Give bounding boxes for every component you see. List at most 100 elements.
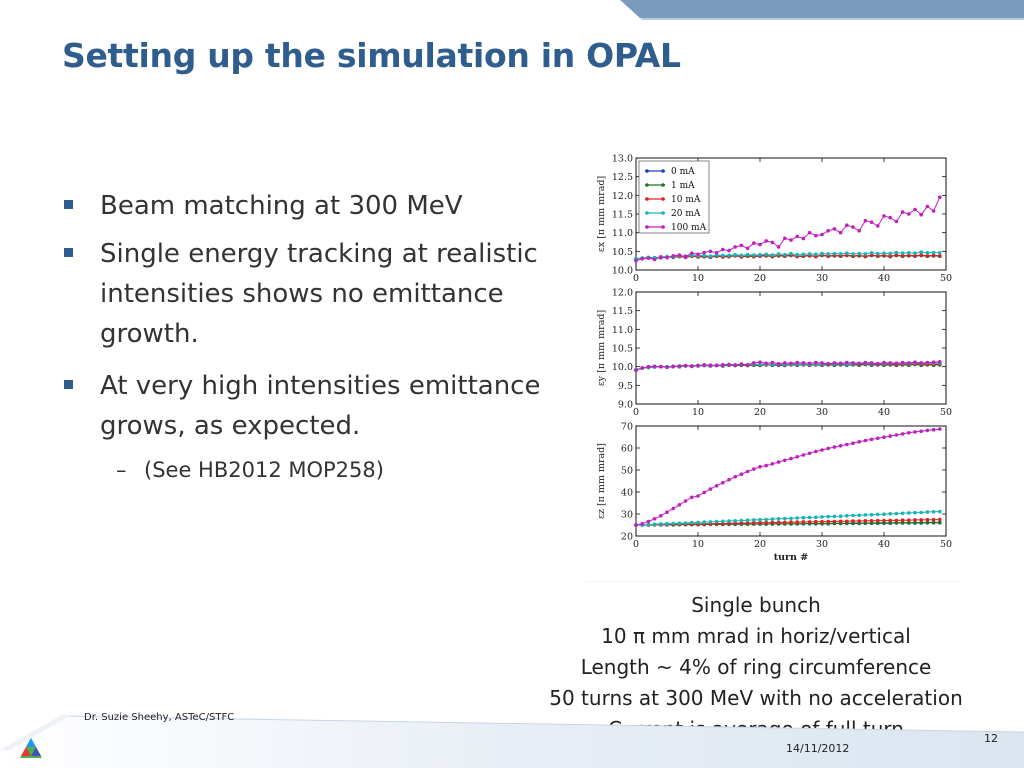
data-point (671, 521, 675, 526)
y-tick-label: 11.0 (612, 325, 633, 336)
data-point (826, 514, 830, 519)
data-point (677, 364, 682, 368)
y-tick-label: 11.5 (612, 306, 633, 317)
data-point (863, 360, 868, 365)
data-point (863, 218, 868, 223)
data-point (652, 257, 657, 262)
data-point (795, 520, 799, 524)
data-point (801, 520, 806, 524)
data-point (708, 249, 713, 254)
data-point (652, 517, 657, 521)
data-point (826, 519, 830, 524)
data-point (925, 520, 930, 525)
data-point (634, 258, 638, 263)
data-point (814, 360, 818, 365)
legend-swatch-marker (661, 225, 665, 229)
data-point (913, 254, 917, 258)
data-point (659, 514, 663, 518)
legend-swatch-marker (645, 211, 649, 215)
data-point (665, 521, 669, 526)
data-point (671, 254, 675, 258)
data-point (882, 512, 886, 516)
legend-label: 20 mA (671, 209, 701, 219)
data-point (807, 451, 812, 456)
data-point (776, 361, 781, 366)
data-point (876, 436, 880, 441)
emittance-z-chart: 20 30 40 50 60 70 0 10 20 30 40 50 εz [π mm mrad] tur… (596, 422, 952, 564)
data-point (907, 511, 911, 515)
footer-date: 14/11/2012 (786, 742, 850, 755)
data-point (888, 251, 892, 256)
data-point (838, 252, 843, 256)
data-point (789, 456, 793, 461)
data-point (869, 361, 874, 365)
y-tick-label: 12.5 (612, 172, 633, 183)
data-point (721, 519, 725, 524)
data-point (721, 363, 725, 367)
data-point (931, 427, 936, 432)
data-point (832, 519, 837, 524)
data-point (634, 368, 638, 373)
data-point (869, 512, 874, 517)
data-point (919, 520, 923, 525)
data-point (702, 520, 706, 524)
data-point (857, 519, 861, 523)
y-tick-label: 12.0 (612, 191, 633, 202)
bullet-text: At very high intensities emittance grows… (100, 371, 541, 441)
data-point (888, 518, 892, 523)
data-point (640, 257, 644, 261)
data-point (919, 253, 923, 257)
data-point (739, 472, 744, 477)
footer-decorative-band (0, 715, 1024, 768)
x-tick-label: 20 (754, 273, 766, 284)
series-20-ma (634, 509, 942, 527)
data-point (838, 514, 843, 518)
series-100-ma (634, 195, 942, 263)
data-point (925, 517, 930, 522)
data-point (665, 365, 669, 370)
data-point (900, 360, 905, 365)
data-point (826, 229, 830, 233)
data-point (758, 464, 762, 469)
data-point (702, 253, 706, 258)
legend-swatch-marker (645, 225, 649, 229)
data-point (770, 253, 775, 257)
series-100-ma (634, 427, 942, 527)
data-point (789, 238, 793, 242)
data-point (851, 519, 855, 523)
data-point (907, 251, 911, 255)
data-point (671, 506, 675, 511)
x-tick-label: 30 (816, 539, 828, 550)
bullet-text: Beam matching at 300 MeV (100, 191, 463, 221)
data-point (770, 517, 775, 521)
data-point (838, 230, 843, 235)
data-point (752, 521, 756, 525)
data-point (807, 520, 812, 524)
data-point (714, 251, 719, 255)
data-point (888, 512, 892, 516)
data-point (776, 460, 781, 464)
data-point (845, 442, 849, 447)
data-point (795, 252, 799, 257)
data-point (888, 254, 892, 258)
data-point (801, 453, 806, 457)
data-point (733, 519, 737, 523)
emittance-x-chart: 10.0 10.5 11.0 11.5 12.0 12.5 13.0 0 10 20 30 40 50 ε… (596, 154, 952, 285)
data-point (894, 250, 899, 255)
data-point (876, 361, 880, 366)
data-point (931, 250, 936, 255)
data-point (764, 463, 768, 468)
data-point (677, 521, 682, 525)
data-point (721, 253, 725, 258)
data-point (758, 360, 762, 364)
data-point (745, 521, 750, 525)
data-point (869, 251, 874, 255)
data-point (677, 503, 682, 507)
y-tick-label: 11.0 (612, 228, 633, 239)
data-point (783, 458, 787, 463)
data-point (795, 234, 799, 239)
data-point (795, 360, 799, 365)
data-point (739, 253, 744, 258)
data-point (931, 360, 936, 364)
data-point (838, 361, 843, 366)
